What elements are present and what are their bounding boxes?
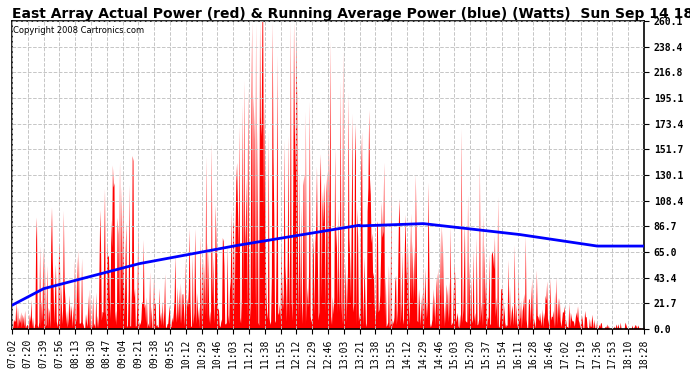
Text: Copyright 2008 Cartronics.com: Copyright 2008 Cartronics.com [13, 26, 144, 34]
Text: East Array Actual Power (red) & Running Average Power (blue) (Watts)  Sun Sep 14: East Array Actual Power (red) & Running … [12, 7, 690, 21]
